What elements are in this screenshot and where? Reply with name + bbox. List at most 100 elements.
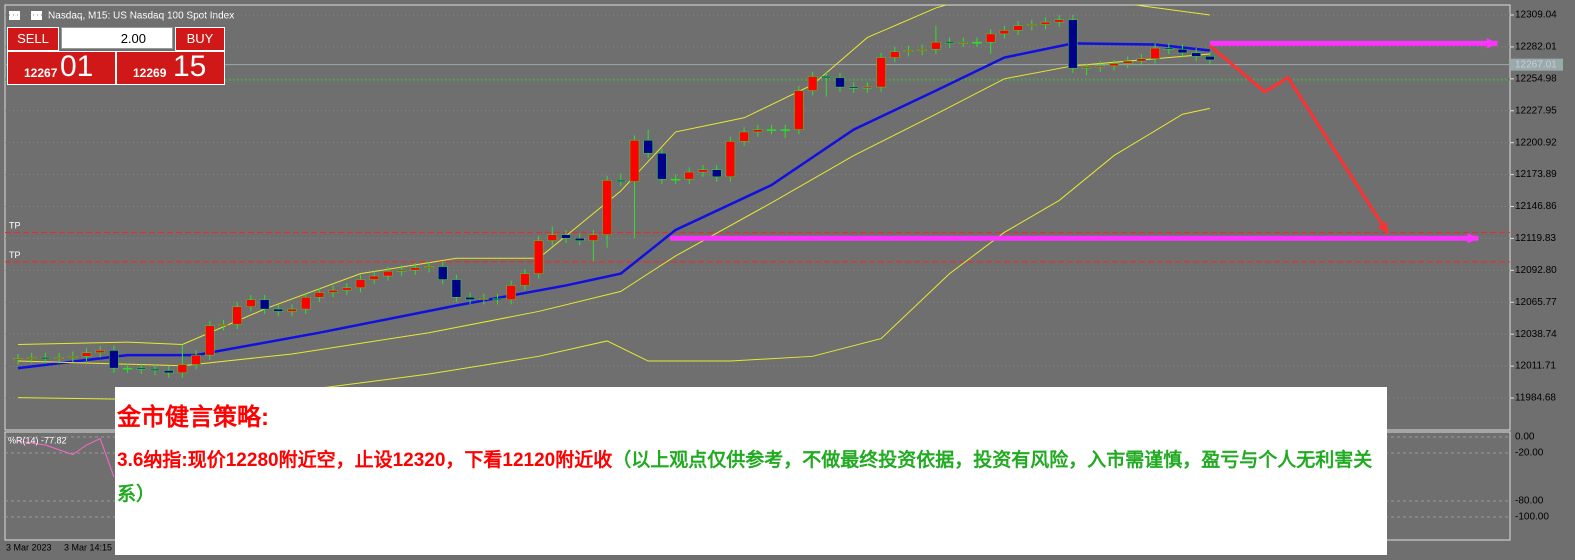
arrow-head [1377, 221, 1388, 234]
bid-big: 12267 [24, 66, 58, 80]
candle-body [739, 131, 749, 142]
icon [9, 11, 20, 20]
candle-body [807, 76, 818, 91]
y-tick-label: 12038.74 [1515, 329, 1557, 340]
candle-body [1122, 60, 1133, 64]
candle-body [1068, 19, 1078, 69]
ask-big: 12269 [133, 66, 167, 80]
ma [17, 42, 1211, 370]
candle-body [314, 292, 325, 298]
candle-body [1054, 19, 1064, 23]
candle-body [1205, 56, 1215, 61]
note-green: （以上观点仅供参考，不做最终投资依据，投资有风险，入市需谨慎，盈亏与个人无利害关… [117, 450, 1373, 505]
candle-body [958, 41, 969, 44]
candle-body [109, 350, 119, 369]
candle-body [629, 139, 640, 182]
candle-body [383, 271, 393, 277]
note-text: 3.6纳指:现价12280附近空，止设12320，下看12120附近收（以上观点… [117, 444, 1385, 512]
candle-body [574, 237, 585, 241]
tp-label: TP [9, 250, 21, 260]
time-label: 3 Mar 14:15 [64, 542, 112, 552]
lot-input[interactable]: 2.00 [61, 27, 173, 49]
candle-body [355, 279, 366, 289]
price-tag-label: 12267.01 [1515, 59, 1557, 70]
candle-body [1136, 58, 1147, 62]
candle-body [835, 77, 845, 88]
y-tick-label: 12227.95 [1515, 105, 1557, 116]
ind-tick-label: -100.00 [1515, 512, 1549, 523]
candle-body [287, 308, 297, 312]
buy-button[interactable]: BUY [175, 27, 225, 51]
band-mid-lower [17, 53, 1210, 367]
y-tick-label: 12254.98 [1515, 73, 1557, 84]
candle-body [218, 324, 229, 326]
candle-body [602, 180, 612, 235]
time-label: 3 Mar 2023 [6, 542, 52, 552]
candle-body [1081, 66, 1092, 69]
candle-body [698, 169, 708, 173]
candle-body [533, 240, 544, 274]
arrow-head [1467, 233, 1479, 244]
candle-body [492, 298, 503, 300]
bid-small: 01 [60, 50, 94, 83]
candle-body [396, 269, 407, 272]
trade-panel: SELL 2.00 BUY 12267 01 12269 15 [7, 27, 225, 85]
y-tick-label: 12011.71 [1515, 361, 1556, 372]
candle-body [931, 41, 941, 50]
candle-body [616, 180, 626, 182]
candle-body [479, 298, 489, 300]
ind-tick-label: -80.00 [1515, 496, 1544, 507]
candle-body [972, 41, 982, 44]
arrow-head [1486, 38, 1498, 49]
candle-body [903, 50, 914, 52]
candle-body [150, 369, 160, 371]
icon [31, 11, 42, 20]
y-tick-label: 12092.80 [1515, 265, 1557, 276]
candle-body [917, 49, 927, 51]
indicator-label: %R(14) -77.82 [8, 435, 67, 445]
candle-body [369, 275, 379, 280]
candle-body [40, 357, 51, 359]
arrow [1208, 44, 1390, 235]
candle-body [300, 297, 311, 310]
y-tick-label: 11984.68 [1515, 393, 1556, 404]
y-tick-label: 12309.04 [1515, 10, 1557, 21]
candle-body [520, 273, 530, 286]
candle-body [163, 370, 174, 374]
candle-body [643, 139, 653, 154]
bid-box[interactable]: 12267 01 [7, 50, 116, 85]
candle-body [753, 129, 763, 133]
candle-body [561, 234, 571, 239]
candle-body [848, 86, 859, 89]
candle-body [999, 30, 1010, 35]
candle-body [410, 267, 421, 271]
candle-body [670, 178, 681, 181]
candle-body [177, 364, 188, 374]
candle-body [780, 129, 790, 131]
candle-body [191, 354, 201, 365]
candle-body [328, 289, 338, 293]
candle-body [588, 234, 599, 241]
ind-tick-label: 0.00 [1515, 432, 1535, 443]
sell-button[interactable]: SELL [7, 27, 59, 51]
candle-body [657, 152, 667, 180]
candle-body [1164, 47, 1174, 50]
ask-box[interactable]: 12269 15 [116, 50, 225, 85]
candle-body [684, 171, 695, 180]
candle-body [437, 266, 448, 280]
candle-body [506, 285, 516, 300]
candle-body [465, 297, 475, 300]
ind-tick-label: -20.00 [1515, 448, 1544, 459]
candle-body [821, 76, 832, 78]
price-tag [1511, 58, 1563, 71]
band-lower [17, 107, 1211, 401]
candle-body [1109, 63, 1119, 67]
y-tick-label: 12146.86 [1515, 201, 1557, 212]
candle-body [246, 299, 256, 307]
y-tick-label: 12282.01 [1515, 42, 1557, 53]
note-heading: 金市健言策略: [117, 404, 269, 431]
candle-body [1013, 25, 1023, 31]
candle-body [122, 367, 133, 370]
candle-body [794, 90, 804, 130]
candle-body [725, 141, 736, 178]
